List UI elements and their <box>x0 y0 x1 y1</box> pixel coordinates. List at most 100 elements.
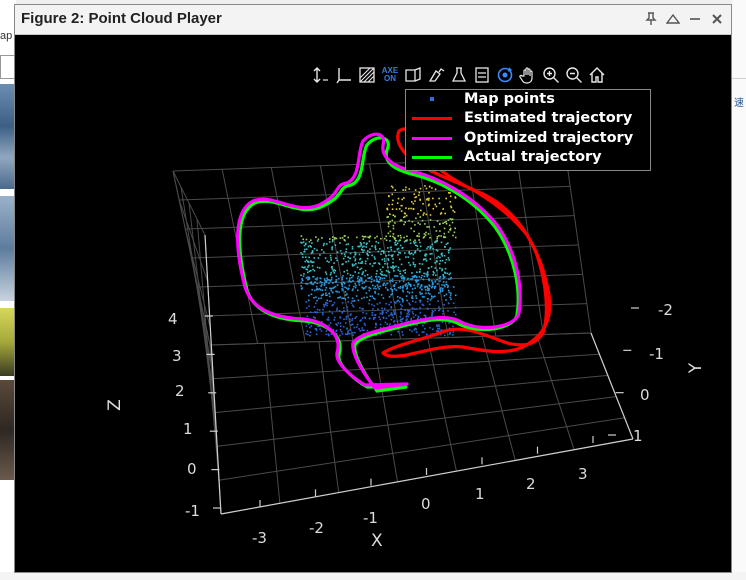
map-point <box>409 239 412 241</box>
undock-icon[interactable] <box>665 9 681 29</box>
map-point <box>326 260 329 262</box>
close-icon[interactable] <box>709 9 725 29</box>
minimize-icon[interactable] <box>687 9 703 29</box>
map-point <box>337 297 339 299</box>
map-point <box>320 281 323 284</box>
legend[interactable]: Map points Estimated trajectory Optimize… <box>405 89 651 171</box>
axes-toggle-icon[interactable]: AXE ON <box>381 66 399 83</box>
map-point <box>432 274 434 276</box>
map-point <box>329 280 332 282</box>
map-point <box>414 189 417 191</box>
legend-label: Actual trajectory <box>464 149 602 165</box>
map-point <box>341 333 344 335</box>
legend-icon[interactable] <box>449 64 469 86</box>
map-point <box>436 324 438 326</box>
map-point <box>405 256 407 258</box>
map-point <box>421 263 424 265</box>
map-point <box>305 333 307 335</box>
map-point <box>426 289 429 291</box>
map-point <box>427 274 429 276</box>
title-bar[interactable]: Figure 2: Point Cloud Player <box>15 5 731 35</box>
map-point <box>352 306 355 308</box>
map-point <box>397 331 399 333</box>
map-point <box>443 303 445 306</box>
map-point <box>433 272 435 274</box>
map-point <box>392 265 394 268</box>
map-point <box>378 316 380 318</box>
map-point <box>431 187 433 189</box>
map-point <box>409 253 411 255</box>
pin-icon[interactable] <box>643 9 659 29</box>
map-point <box>387 221 390 224</box>
pan-icon[interactable] <box>518 64 538 86</box>
map-point <box>329 273 332 276</box>
map-point <box>435 274 437 276</box>
map-point <box>307 278 309 281</box>
map-point <box>402 317 404 320</box>
map-point <box>434 241 436 244</box>
map-point <box>445 220 447 223</box>
map-point <box>408 310 411 312</box>
data-tips-icon[interactable] <box>472 64 492 86</box>
map-point <box>312 276 314 278</box>
map-point <box>393 311 396 314</box>
map-point <box>303 266 305 269</box>
map-point <box>372 317 375 319</box>
map-point <box>421 303 424 306</box>
home-icon[interactable] <box>587 64 607 86</box>
map-point <box>412 253 415 256</box>
background-thumbnail <box>0 196 16 301</box>
map-point <box>386 323 388 325</box>
window-controls <box>643 9 725 29</box>
rotate-icon[interactable] <box>495 64 515 86</box>
plot-area[interactable]: AXE ON <box>15 35 731 572</box>
z-tick-label: 2 <box>175 382 185 400</box>
map-point <box>444 212 446 215</box>
map-point <box>428 197 430 200</box>
zoom-in-icon[interactable] <box>541 64 561 86</box>
map-point <box>365 243 368 246</box>
map-point <box>394 189 397 191</box>
map-point <box>316 278 318 281</box>
map-point <box>429 258 432 260</box>
map-point <box>336 307 338 310</box>
map-point <box>434 267 437 269</box>
map-point <box>317 325 319 328</box>
projection-icon[interactable] <box>403 64 423 86</box>
map-point <box>350 302 353 304</box>
map-point <box>303 244 306 247</box>
background-color-icon[interactable] <box>357 64 377 86</box>
map-point <box>366 329 369 332</box>
background-thumbnail <box>0 308 16 376</box>
map-point <box>396 202 399 204</box>
map-point <box>381 258 384 261</box>
map-point <box>323 242 325 245</box>
map-point <box>330 300 332 302</box>
grid-floor <box>209 332 634 515</box>
map-point <box>373 287 375 290</box>
map-point <box>341 285 344 287</box>
map-point <box>335 279 337 281</box>
map-point <box>454 196 457 198</box>
map-point <box>334 238 336 240</box>
vertical-axis-icon[interactable] <box>311 64 331 86</box>
view-plane-icon[interactable] <box>334 64 354 86</box>
map-point <box>326 304 328 307</box>
map-point <box>427 199 430 201</box>
map-point <box>308 278 311 280</box>
map-point <box>437 255 440 258</box>
zoom-out-icon[interactable] <box>564 64 584 86</box>
map-point <box>344 235 346 237</box>
map-point <box>364 275 366 277</box>
map-point <box>390 307 393 309</box>
map-point <box>409 329 411 331</box>
map-point <box>400 219 403 222</box>
map-point <box>424 185 426 187</box>
map-point <box>417 283 420 285</box>
map-point <box>312 261 315 263</box>
x-tick-label: -1 <box>363 509 378 527</box>
map-point <box>348 333 351 335</box>
colormap-icon[interactable] <box>426 64 446 86</box>
map-point <box>417 318 419 320</box>
map-point <box>388 314 390 317</box>
